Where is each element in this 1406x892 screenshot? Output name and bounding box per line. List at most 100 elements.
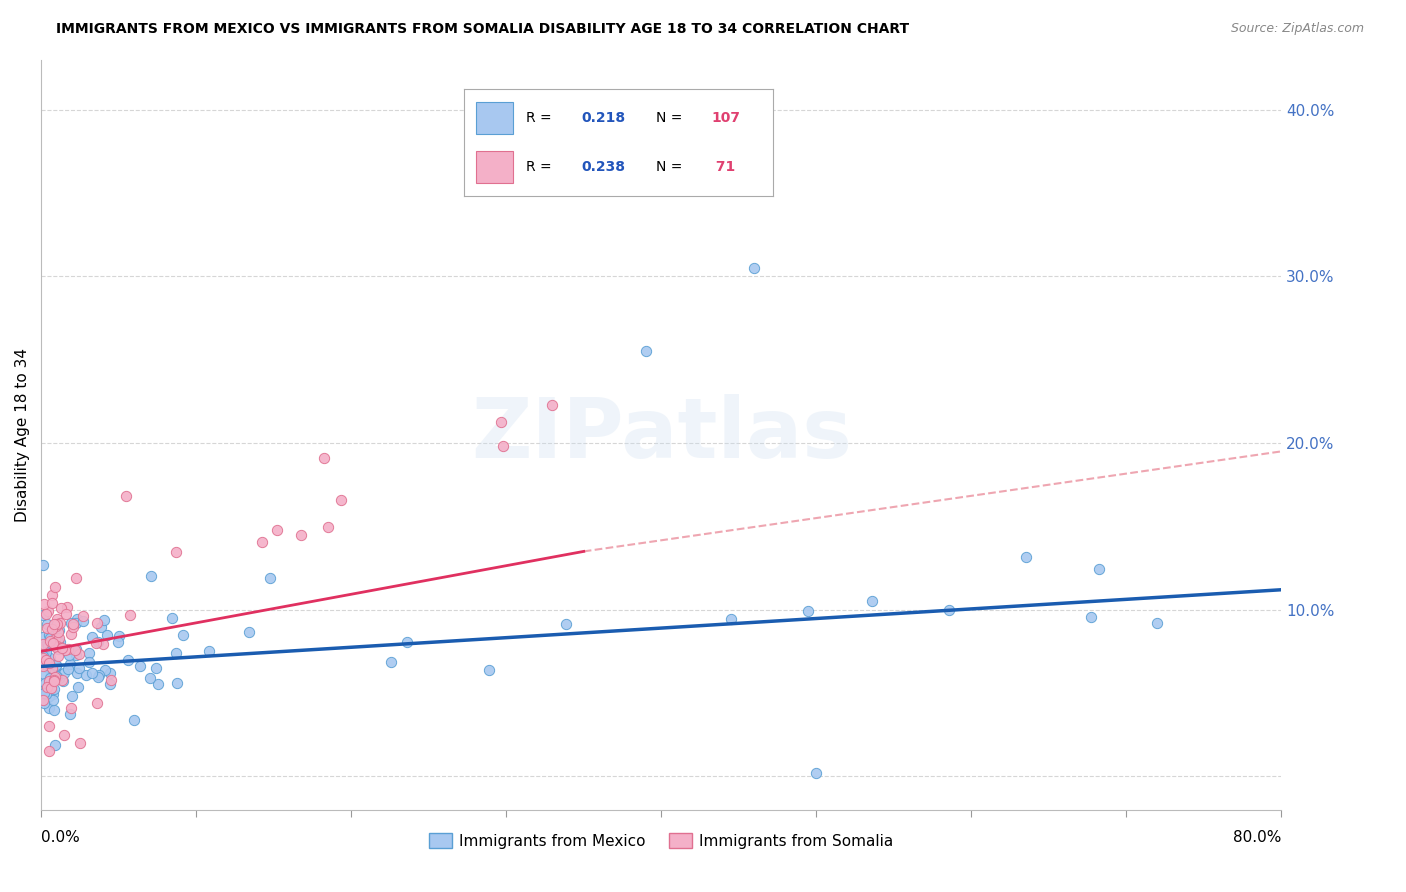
Point (38, 633, 60, 648)
Point (31, 653, 53, 667)
Point (41, 661, 63, 675)
Point (46, 635, 69, 649)
Text: R =: R = (526, 112, 555, 125)
Point (1080, 610, 1102, 624)
Point (46, 612, 69, 626)
Point (41, 687, 63, 701)
Point (34, 597, 56, 611)
Text: ZIPatlas: ZIPatlas (471, 394, 852, 475)
Point (87, 670, 110, 684)
Point (38, 651, 60, 665)
Point (93, 638, 115, 652)
Point (108, 630, 131, 644)
Text: Source: ZipAtlas.com: Source: ZipAtlas.com (1230, 22, 1364, 36)
Point (77, 646, 100, 660)
Point (45, 670, 67, 684)
Point (38, 627, 60, 641)
Point (38, 744, 60, 758)
Point (38, 631, 60, 645)
Point (129, 659, 152, 673)
Point (46, 649, 69, 664)
Point (491, 415, 513, 429)
Point (797, 604, 820, 618)
Point (65, 642, 87, 657)
Point (172, 628, 194, 642)
Point (650, 178, 672, 192)
Point (48, 671, 70, 685)
Text: 0.0%: 0.0% (41, 830, 80, 845)
Bar (477, 152, 513, 184)
Point (316, 520, 339, 534)
Text: 0.238: 0.238 (582, 161, 626, 174)
Point (38, 672, 60, 686)
Text: 80.0%: 80.0% (1233, 830, 1281, 845)
Text: 107: 107 (711, 112, 741, 125)
Point (93, 613, 115, 627)
Point (32, 686, 55, 700)
Point (329, 492, 352, 507)
Point (58, 707, 80, 722)
Point (46, 639, 69, 653)
Point (67, 661, 90, 675)
Point (44, 631, 66, 645)
Point (44, 738, 66, 752)
Point (60, 615, 83, 630)
Point (31, 608, 53, 623)
Point (166, 676, 188, 690)
Point (77, 656, 100, 670)
Point (395, 635, 418, 649)
Point (35, 653, 58, 667)
Point (45, 640, 67, 654)
Point (62, 616, 84, 631)
Point (32, 696, 55, 710)
Point (312, 450, 335, 465)
Text: 0.218: 0.218 (582, 112, 626, 125)
Point (145, 661, 167, 675)
Point (41, 596, 63, 610)
Point (96, 628, 118, 642)
Point (59, 657, 82, 671)
Point (75, 668, 97, 682)
Text: R =: R = (526, 161, 555, 174)
Point (42, 673, 65, 687)
Point (45, 658, 67, 673)
Point (60, 626, 83, 640)
Point (32, 637, 55, 651)
Point (87, 635, 110, 649)
Legend: Immigrants from Mexico, Immigrants from Somalia: Immigrants from Mexico, Immigrants from … (423, 827, 900, 855)
Point (198, 644, 221, 658)
Point (32, 685, 55, 699)
Point (35, 681, 58, 695)
Point (32, 667, 55, 681)
Point (45, 617, 67, 632)
Point (37, 639, 59, 653)
Point (52, 666, 75, 681)
Text: N =: N = (655, 161, 686, 174)
Point (31, 659, 53, 673)
Point (35, 637, 58, 651)
Point (56, 662, 79, 676)
Point (31, 693, 53, 707)
Point (41, 622, 63, 636)
Point (52, 673, 75, 688)
Point (90, 620, 112, 634)
Point (80, 666, 103, 681)
Point (86, 696, 108, 710)
Point (32, 649, 55, 664)
Point (42, 682, 65, 697)
Point (58, 648, 80, 662)
Point (63, 643, 86, 657)
Point (35, 616, 58, 631)
Point (122, 713, 145, 727)
Point (38, 719, 60, 733)
Point (42, 616, 65, 631)
Point (94, 663, 117, 677)
Point (146, 677, 169, 691)
Point (44, 665, 66, 679)
Point (107, 635, 129, 649)
Point (266, 523, 288, 537)
Point (742, 260, 765, 275)
Point (141, 569, 163, 583)
Point (65, 615, 87, 630)
Point (98, 677, 121, 691)
